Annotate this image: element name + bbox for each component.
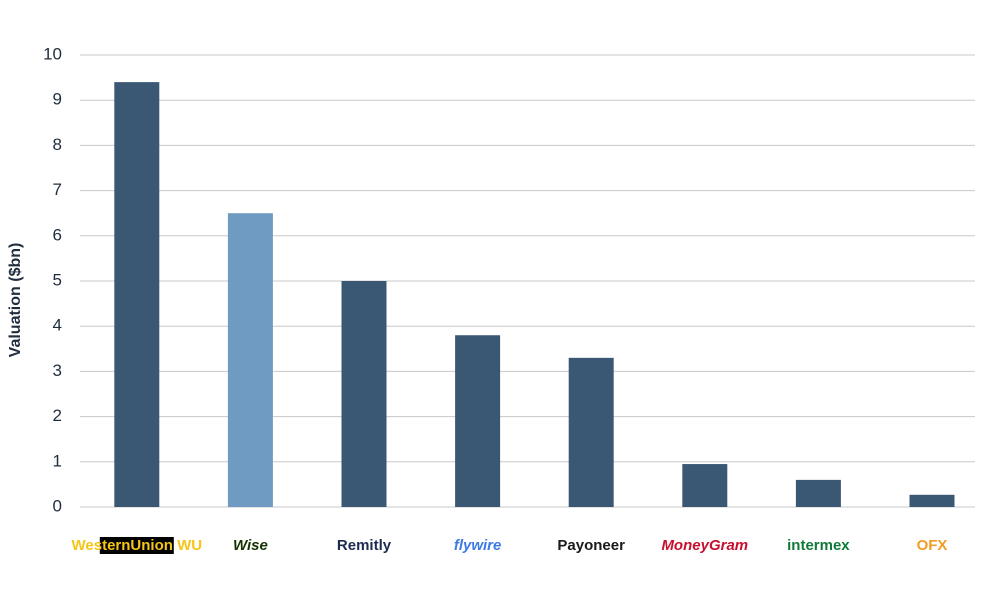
y-tick-label: 1 [53,451,62,470]
bar [114,82,160,508]
y-tick-label: 10 [43,44,62,63]
x-tick-label: intermex [787,537,850,554]
y-tick-label: 2 [53,406,62,425]
x-tick-label: Wise [233,537,268,554]
y-tick-label: 5 [53,270,62,289]
y-axis-label: Valuation ($bn) [7,243,24,358]
logo-background [99,537,174,554]
y-tick-label: 3 [53,361,62,380]
x-tick-label: WesternUnion WU [72,537,203,554]
x-tick-label: Payoneer [557,537,625,554]
bar [682,464,728,507]
y-tick-label: 8 [53,135,62,154]
x-tick-label: OFX [917,537,948,554]
y-tick-label: 9 [53,90,62,109]
y-tick-label: 4 [53,316,62,335]
bar [909,494,955,507]
bar [455,335,501,507]
y-tick-label: 6 [53,225,62,244]
y-tick-label: 0 [53,496,62,515]
bar [227,213,273,507]
bar [795,479,841,507]
y-tick-label: 7 [53,180,62,199]
x-tick-label: Remitly [337,537,392,554]
x-tick-label: flywire [454,537,502,554]
bar [341,281,387,507]
x-tick-label: MoneyGram [661,537,748,554]
bar [568,357,614,507]
